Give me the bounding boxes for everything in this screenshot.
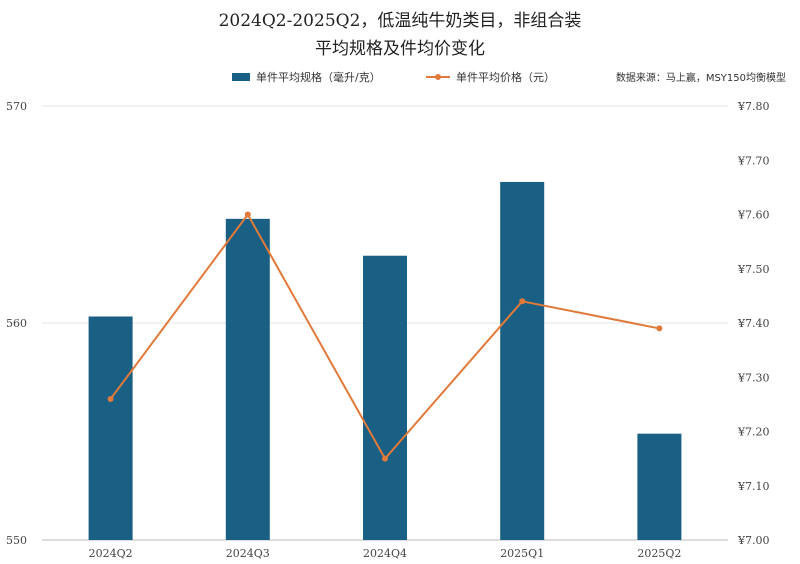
price-point (244, 211, 251, 218)
price-point (382, 455, 388, 462)
right-axis-tick-label: ¥7.30 (737, 371, 770, 384)
left-axis-tick-label: 570 (6, 100, 27, 113)
chart-title-line2: 平均规格及件均价变化 (315, 39, 485, 59)
right-axis-tick-label: ¥7.40 (737, 317, 770, 330)
bar (88, 316, 133, 540)
bar (225, 218, 270, 540)
left-axis-tick-label: 560 (6, 317, 27, 330)
legend-line-label: 单件平均价格（元） (456, 71, 555, 84)
right-axis-tick-label: ¥7.80 (737, 100, 770, 113)
bar (363, 255, 407, 541)
right-axis-tick-label: ¥7.50 (737, 263, 770, 276)
x-axis-tick-label: 2025Q1 (500, 547, 544, 560)
legend: 单件平均规格（毫升/克） 单件平均价格（元） (0, 66, 800, 86)
right-axis-tick-label: ¥7.00 (737, 534, 770, 547)
x-axis-tick-label: 2025Q2 (637, 547, 681, 560)
legend-line-swatch (426, 73, 450, 81)
bar (637, 433, 682, 540)
data-source-note: 数据来源：马上赢，MSY150均衡模型 (615, 73, 786, 84)
left-axis-tick-label: 550 (6, 534, 27, 547)
right-axis-tick-label: ¥7.70 (737, 154, 770, 167)
legend-bar-swatch (232, 73, 250, 81)
chart-title-line1: 2024Q2-2025Q2，低温纯牛奶类目，非组合装 (218, 11, 582, 31)
legend-item-line: 单件平均价格（元） (426, 69, 555, 85)
bar (500, 181, 545, 540)
price-point (519, 298, 526, 305)
price-point (656, 325, 663, 332)
x-axis-tick-label: 2024Q2 (89, 547, 133, 560)
right-axis-tick-label: ¥7.10 (737, 480, 770, 493)
x-axis-tick-label: 2024Q4 (363, 547, 407, 560)
price-point (107, 395, 114, 402)
right-axis-tick-label: ¥7.60 (737, 209, 770, 222)
legend-item-bar: 单件平均规格（毫升/克） (232, 69, 381, 85)
x-axis-tick-label: 2024Q3 (226, 547, 270, 560)
legend-bar-label: 单件平均规格（毫升/克） (256, 71, 381, 84)
right-axis-tick-label: ¥7.20 (737, 426, 770, 439)
